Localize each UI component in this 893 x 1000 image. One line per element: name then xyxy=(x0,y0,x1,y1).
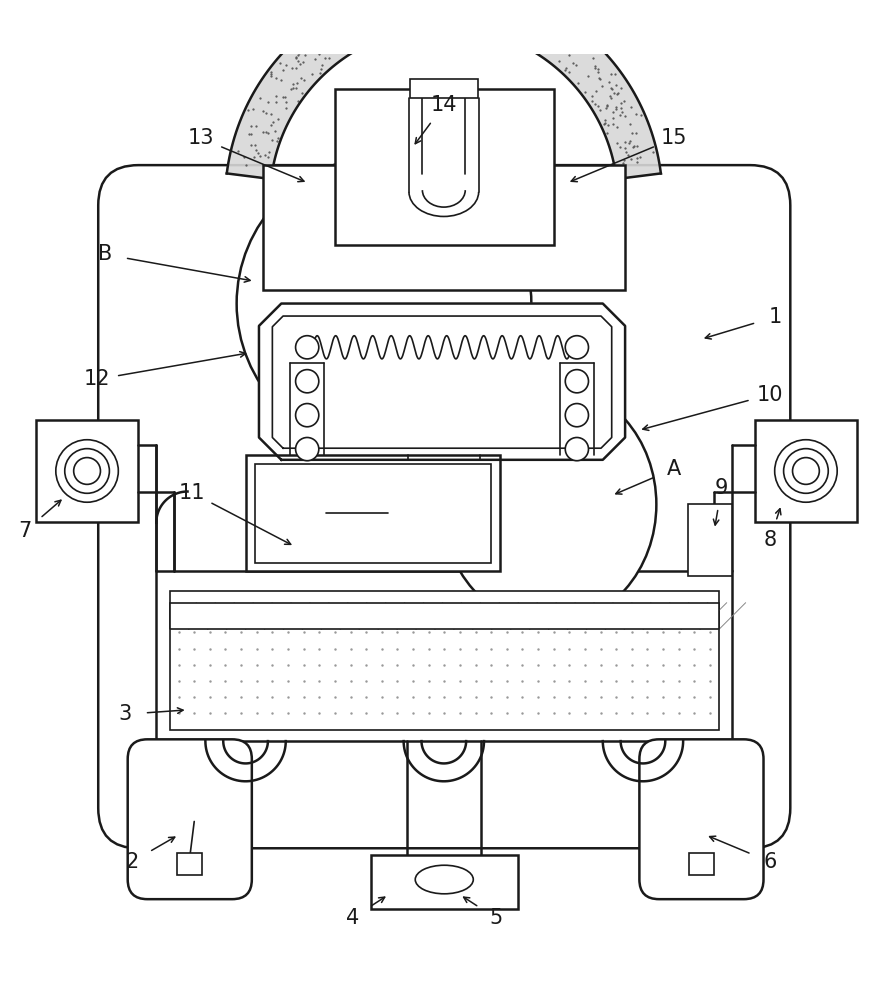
Bar xyxy=(156,571,732,741)
FancyBboxPatch shape xyxy=(639,739,764,899)
Circle shape xyxy=(565,437,588,461)
Circle shape xyxy=(296,404,319,427)
Text: 15: 15 xyxy=(661,128,688,148)
Circle shape xyxy=(237,156,531,451)
Text: 1: 1 xyxy=(769,307,781,327)
Bar xyxy=(755,420,857,522)
Text: 5: 5 xyxy=(489,908,502,928)
Bar xyxy=(689,853,714,875)
Text: 11: 11 xyxy=(179,483,205,503)
Text: 13: 13 xyxy=(188,128,214,148)
Text: 2: 2 xyxy=(126,852,138,872)
Text: 7: 7 xyxy=(19,521,31,541)
Circle shape xyxy=(56,440,119,502)
Text: A: A xyxy=(667,459,681,479)
Circle shape xyxy=(296,370,319,393)
Circle shape xyxy=(565,404,588,427)
Bar xyxy=(335,89,554,245)
Bar xyxy=(177,853,203,875)
FancyBboxPatch shape xyxy=(128,739,252,899)
Bar xyxy=(410,79,478,98)
Circle shape xyxy=(296,437,319,461)
Bar xyxy=(688,504,732,576)
Bar xyxy=(263,165,625,290)
Circle shape xyxy=(774,440,838,502)
Text: 3: 3 xyxy=(119,704,131,724)
Ellipse shape xyxy=(442,384,656,625)
Bar xyxy=(371,855,518,909)
Circle shape xyxy=(565,336,588,359)
Circle shape xyxy=(565,370,588,393)
Polygon shape xyxy=(259,304,625,460)
Circle shape xyxy=(784,449,829,493)
Text: 8: 8 xyxy=(764,530,776,550)
Text: 14: 14 xyxy=(430,95,457,115)
Text: B: B xyxy=(98,244,113,264)
Circle shape xyxy=(793,458,820,484)
Bar xyxy=(246,455,500,571)
Text: 6: 6 xyxy=(764,852,776,872)
Bar xyxy=(397,129,491,165)
Circle shape xyxy=(296,336,319,359)
FancyBboxPatch shape xyxy=(98,165,790,848)
Text: 10: 10 xyxy=(756,385,783,405)
Text: 12: 12 xyxy=(83,369,110,389)
Bar xyxy=(170,603,719,629)
Text: 4: 4 xyxy=(346,908,359,928)
Circle shape xyxy=(65,449,110,493)
Bar xyxy=(170,603,719,629)
Ellipse shape xyxy=(415,865,473,894)
Bar xyxy=(255,464,491,563)
Text: 9: 9 xyxy=(715,478,728,498)
Polygon shape xyxy=(227,0,661,179)
Circle shape xyxy=(74,458,100,484)
Bar xyxy=(36,420,138,522)
Bar xyxy=(170,591,719,730)
